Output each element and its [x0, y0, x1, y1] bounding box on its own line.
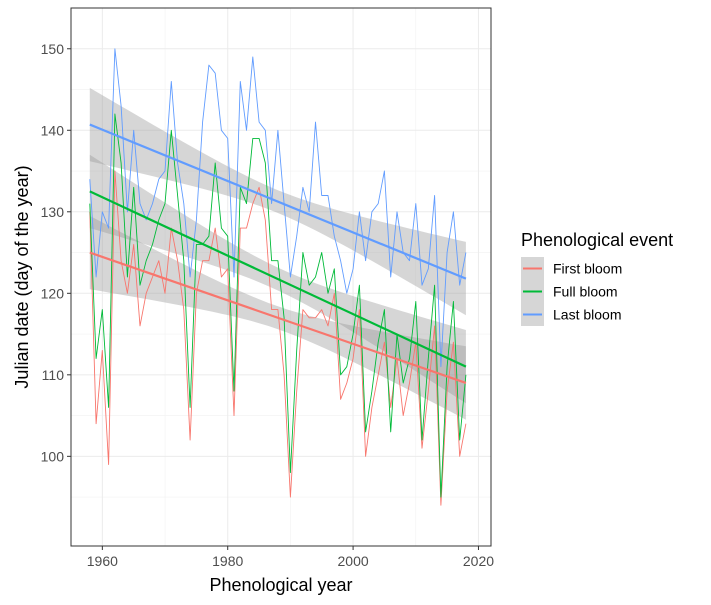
x-axis: 1960 1980 2000 2020	[87, 546, 494, 569]
legend: Phenological event First bloom Full bloom…	[521, 230, 673, 326]
x-tick-label: 2020	[463, 553, 494, 569]
y-tick-label: 100	[41, 448, 65, 464]
trend-line-first-bloom	[89, 251, 467, 385]
trend-line-last-bloom	[89, 123, 467, 280]
x-tick-label: 1980	[212, 553, 243, 569]
legend-label-full-bloom: Full bloom	[553, 284, 618, 300]
y-tick-label: 150	[41, 41, 65, 57]
y-tick-label: 120	[41, 285, 65, 301]
x-tick-label: 2000	[338, 553, 369, 569]
x-axis-title: Phenological year	[209, 575, 352, 595]
y-axis: 100 110 120 130 140 150	[41, 41, 71, 464]
y-tick-label: 140	[41, 122, 65, 138]
y-tick-label: 110	[42, 367, 65, 383]
y-axis-title: Julian date (day of the year)	[12, 165, 32, 388]
series-line-first-bloom	[89, 170, 467, 506]
legend-label-last-bloom: Last bloom	[553, 307, 621, 323]
trend-line-full-bloom	[89, 190, 467, 368]
x-tick-label: 1960	[87, 553, 118, 569]
trend-lines	[89, 123, 467, 385]
legend-title: Phenological event	[521, 230, 673, 250]
series-line-full-bloom	[89, 113, 467, 498]
legend-label-first-bloom: First bloom	[553, 261, 622, 277]
y-tick-label: 130	[41, 204, 65, 220]
panel-border	[70, 7, 492, 547]
